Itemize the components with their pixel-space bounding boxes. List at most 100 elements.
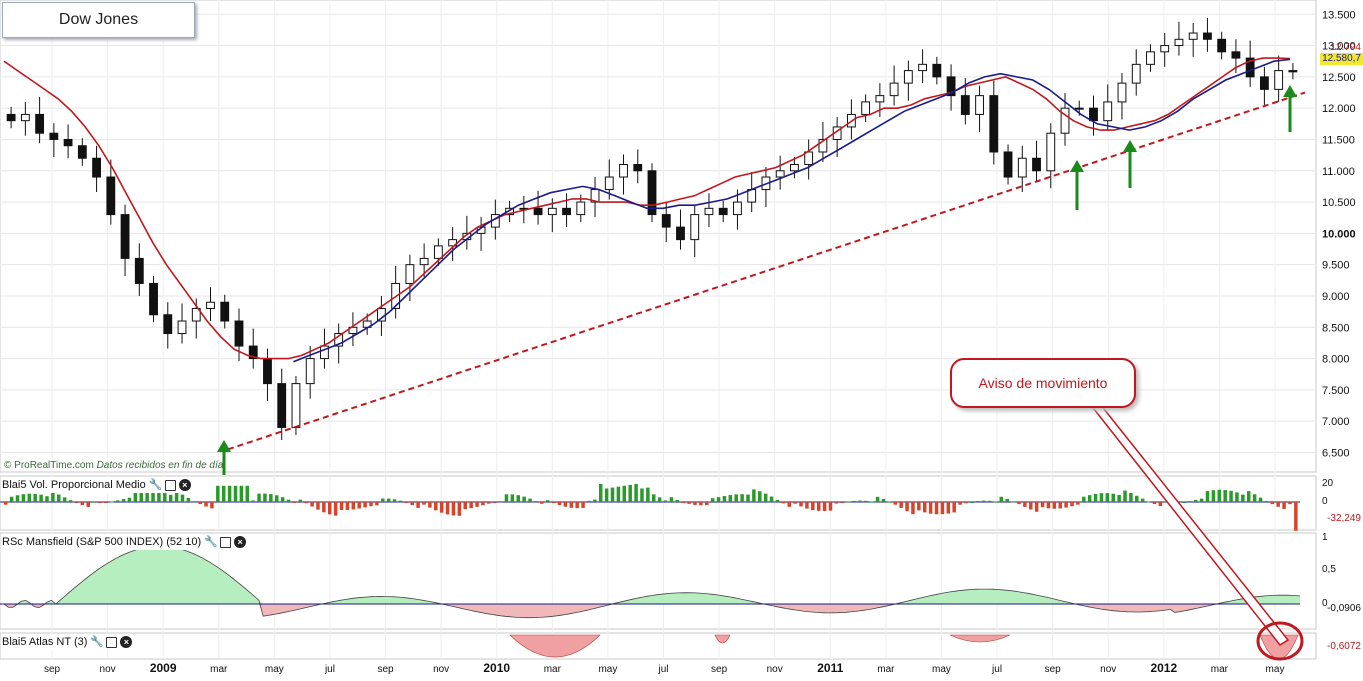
volume-bar	[722, 496, 727, 502]
candle-body	[106, 176, 116, 216]
volume-last-value: -32,249	[1327, 513, 1361, 524]
candle-body	[120, 214, 130, 259]
y-tick-label: 10.500	[1322, 197, 1356, 209]
volume-y-tick: 20	[1322, 478, 1334, 489]
candle-body	[861, 101, 871, 115]
candle-body	[1074, 107, 1084, 110]
rsc-y-tick: 0	[1322, 598, 1328, 609]
price-tag-last: 12.580,7	[1320, 53, 1363, 65]
volume-bar	[339, 502, 344, 511]
volume-bar	[970, 501, 974, 503]
volume-bar	[987, 500, 992, 502]
candle-body	[376, 307, 386, 322]
wrench-icon[interactable]: 🔧	[204, 535, 218, 548]
wrench-icon[interactable]: 🔧	[90, 635, 105, 648]
x-tick-label: 2010	[483, 661, 510, 675]
volume-bar	[1276, 502, 1280, 507]
volume-bar	[57, 494, 61, 502]
volume-bar	[492, 502, 497, 503]
candle-body	[1259, 76, 1269, 90]
volume-panel-label: Blai5 Vol. Proporcional Medio 🔧 ×	[2, 477, 194, 493]
volume-bar	[1140, 498, 1145, 502]
volume-bar	[746, 494, 750, 502]
volume-bar	[145, 489, 149, 502]
maximize-icon[interactable]	[220, 536, 232, 548]
volume-bar	[328, 502, 332, 515]
candle-body	[248, 345, 258, 360]
x-tick-label: may	[1266, 664, 1285, 675]
candle-body	[733, 201, 742, 216]
volume-bar	[940, 502, 945, 515]
volume-bar	[958, 502, 962, 505]
annotation-callout: Aviso de movimiento	[950, 358, 1136, 408]
candle-body	[576, 201, 586, 216]
candle-body	[989, 95, 999, 153]
candle-body	[220, 301, 230, 322]
volume-bar	[864, 500, 868, 502]
candle-body	[6, 113, 16, 122]
volume-bar	[1058, 502, 1062, 509]
maximize-icon[interactable]	[106, 636, 118, 648]
volume-bar	[551, 502, 556, 503]
volume-bar	[905, 502, 909, 512]
close-icon[interactable]: ×	[178, 479, 191, 491]
maximize-icon[interactable]	[164, 479, 176, 491]
volume-bar	[80, 502, 85, 506]
x-tick-label: may	[598, 664, 617, 675]
volume-bar	[846, 501, 850, 503]
volume-bar	[475, 502, 479, 507]
candle-body	[63, 138, 73, 147]
candle-body	[134, 257, 144, 284]
candle-body	[633, 164, 643, 172]
signal-arrows	[217, 85, 1297, 475]
close-icon[interactable]: ×	[234, 536, 247, 548]
candle-body	[263, 358, 272, 385]
candle-body	[1017, 157, 1027, 178]
x-tick-label: sep	[44, 664, 61, 675]
candle-body	[291, 383, 301, 428]
volume-bar	[840, 502, 845, 503]
volume-bar	[487, 502, 491, 504]
candle-body	[234, 320, 244, 347]
signal-arrow-head	[1123, 140, 1137, 152]
candle-body	[320, 345, 329, 360]
volume-bar	[899, 502, 903, 508]
volume-bar	[563, 502, 568, 507]
volume-bar	[357, 502, 361, 509]
volume-bar	[4, 502, 8, 505]
volume-bar	[1040, 502, 1045, 508]
volume-bar	[74, 502, 79, 503]
volume-bar	[239, 485, 244, 502]
volume-bar	[274, 495, 279, 502]
volume-bar	[434, 502, 438, 511]
candle-body	[1217, 38, 1227, 53]
volume-bar	[216, 485, 220, 502]
volume-bar	[316, 502, 320, 510]
volume-bar	[127, 497, 132, 502]
y-tick-label: 12.500	[1322, 72, 1356, 84]
atlas-negative-hump	[714, 634, 731, 644]
volume-bar	[1211, 490, 1216, 502]
volume-bar	[404, 502, 409, 503]
close-icon[interactable]: ×	[120, 636, 133, 648]
candle-body	[1146, 51, 1155, 65]
y-tick-label: 7.500	[1322, 385, 1350, 397]
volume-bar	[769, 496, 774, 502]
volume-bar	[1082, 496, 1086, 502]
candle-body	[604, 176, 614, 191]
candle-body	[960, 95, 970, 115]
volume-bar	[280, 497, 285, 502]
wrench-icon[interactable]: 🔧	[148, 478, 163, 491]
volume-bar	[9, 496, 14, 502]
candle-body	[889, 82, 899, 97]
volume-bar	[428, 502, 432, 508]
candle-body	[149, 282, 158, 316]
volume-bar	[1070, 502, 1074, 507]
volume-bar	[1146, 501, 1151, 503]
volume-bar	[198, 502, 202, 505]
candle-body	[49, 132, 59, 140]
x-tick-label: jul	[991, 664, 1002, 675]
candle-body	[1188, 32, 1198, 40]
candle-body	[975, 95, 984, 115]
volume-bar	[192, 501, 197, 503]
